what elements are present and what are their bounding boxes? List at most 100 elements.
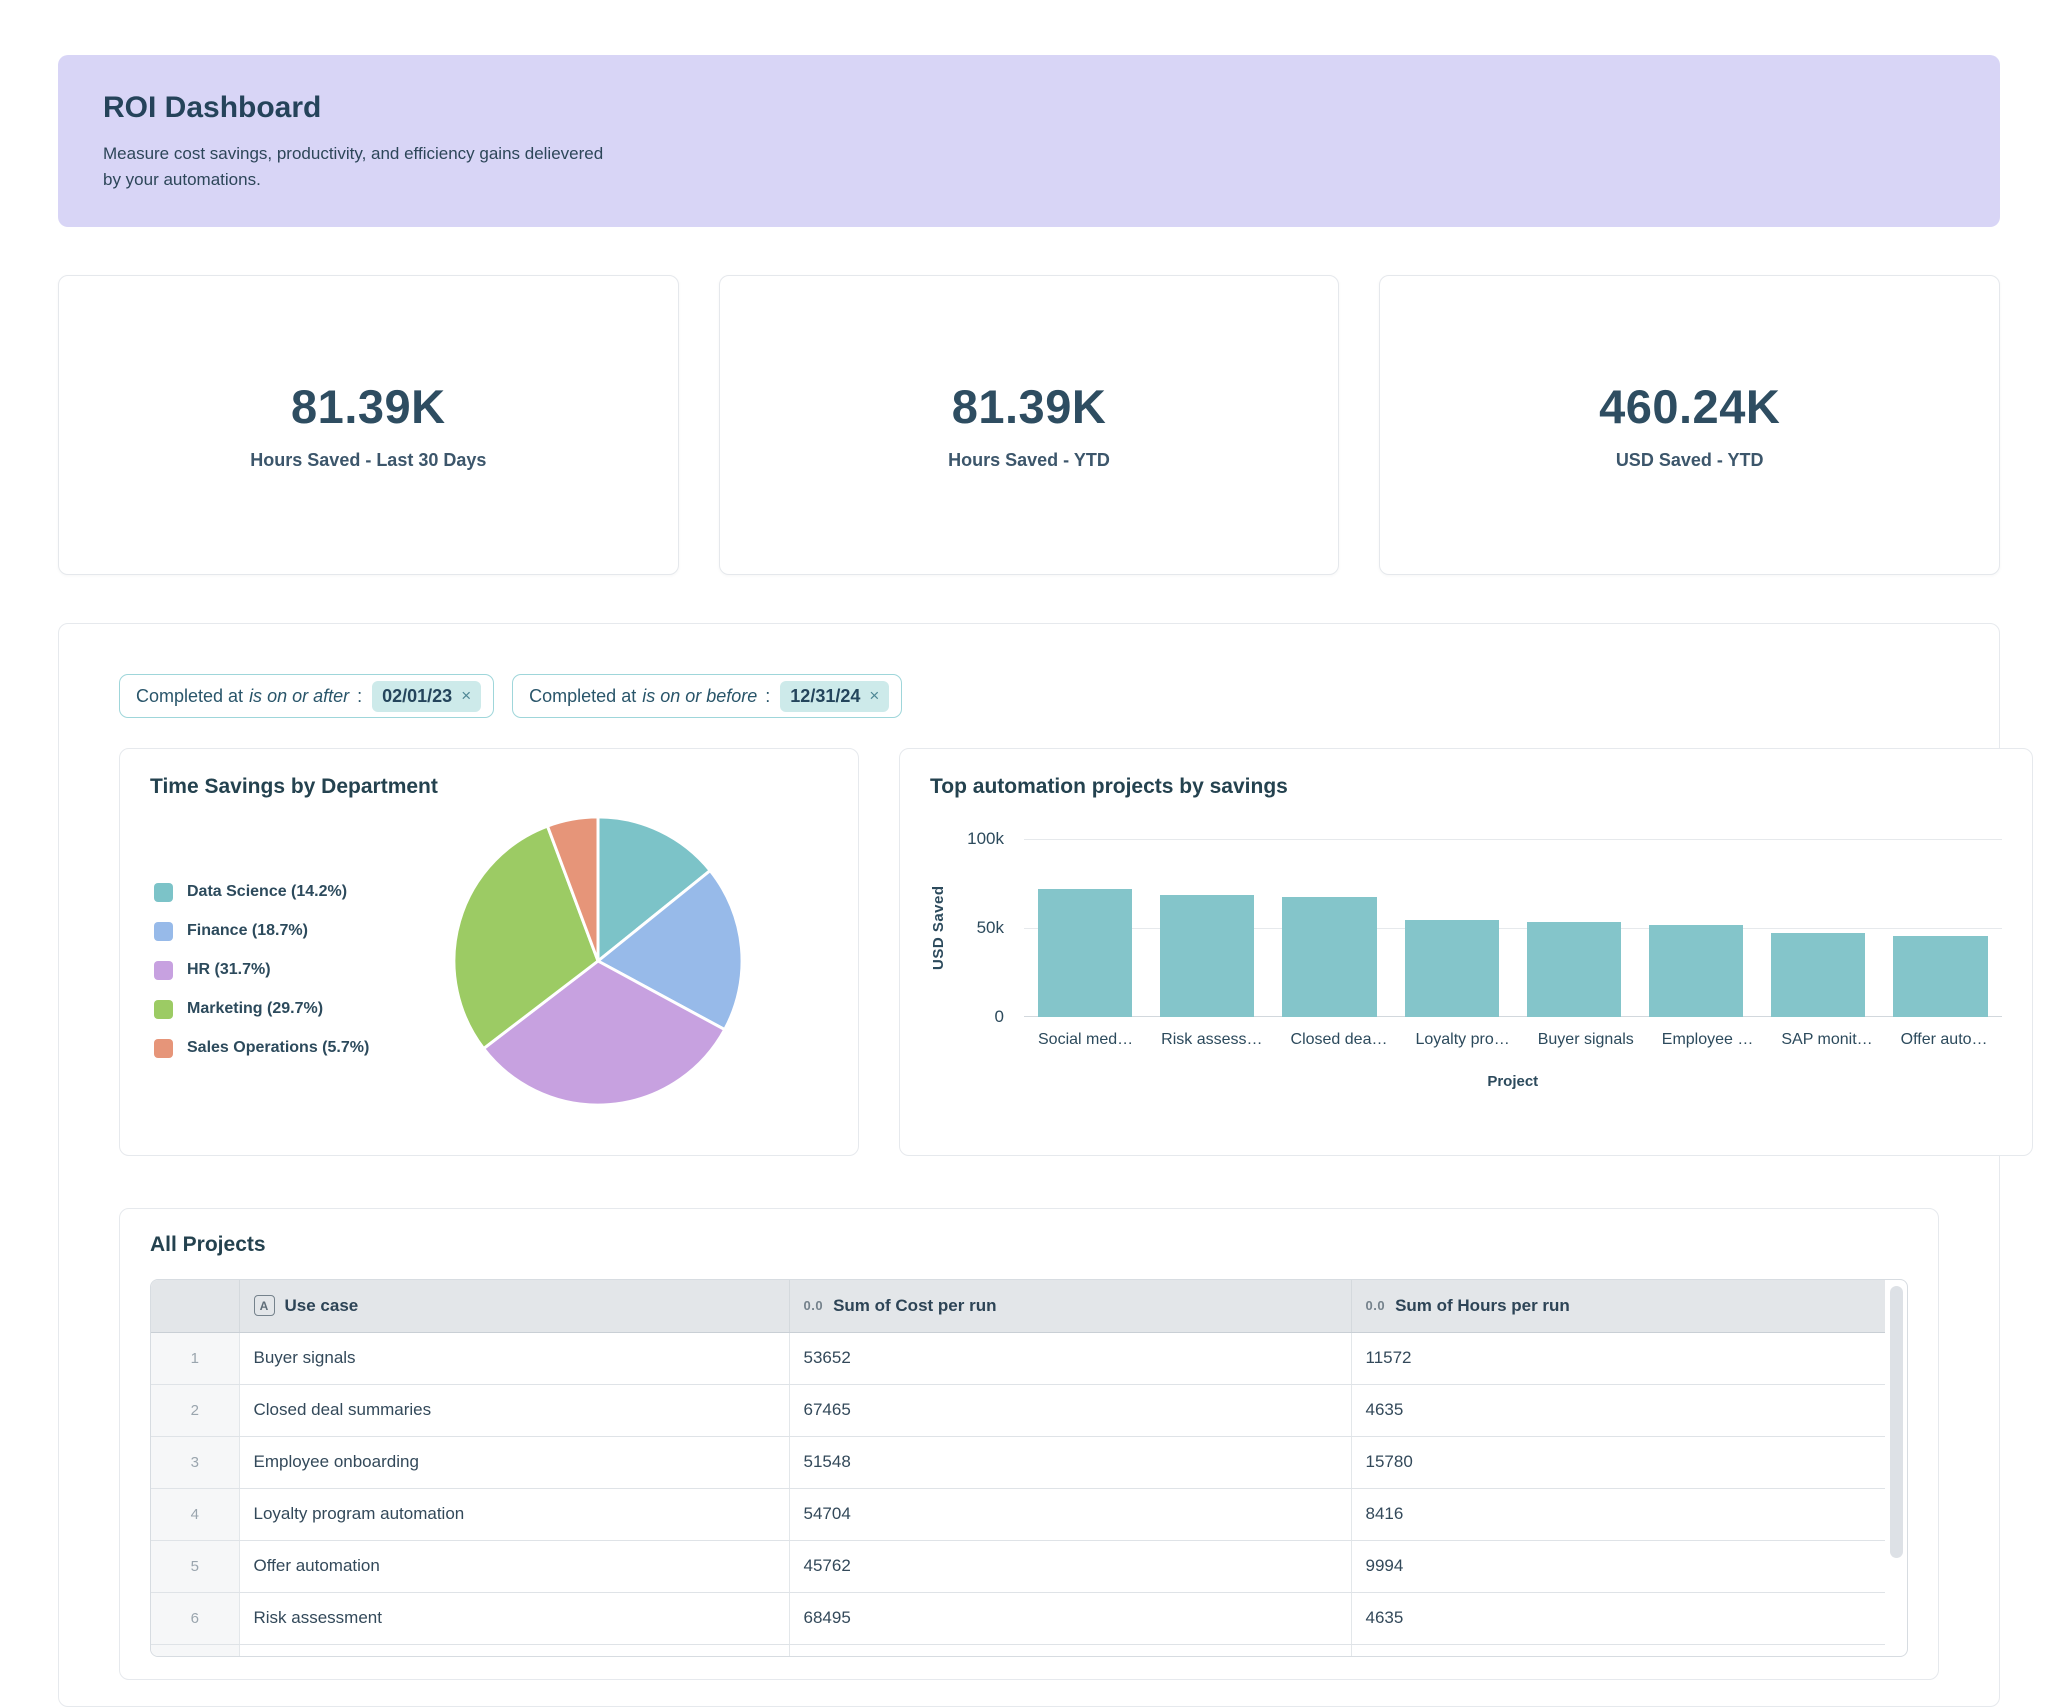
filter-chip-completed-after[interactable]: Completed at is on or after : 02/01/23 ×: [119, 674, 495, 718]
bar-slot: [1893, 935, 1988, 1017]
bar-plot-area: [1024, 839, 2002, 1017]
bar: [1526, 921, 1621, 1017]
close-icon[interactable]: ×: [461, 686, 472, 705]
y-tick-label: 100k: [967, 829, 1004, 848]
kpi-label: Hours Saved - Last 30 Days: [250, 450, 487, 470]
kpi-row: 81.39K Hours Saved - Last 30 Days 81.39K…: [58, 275, 2001, 575]
legend-item: Marketing (29.7%): [154, 999, 450, 1019]
pie-slice: [596, 815, 712, 963]
row-number: 3: [151, 1436, 239, 1489]
table-row: 5 Offer automation 45762 9994: [151, 1540, 1885, 1593]
bars: [1024, 839, 2002, 1017]
pie-slice: [482, 959, 727, 1107]
bar-slot: [1282, 896, 1377, 1017]
row-number: 2: [151, 1384, 239, 1437]
table-scrollbar-thumb[interactable]: [1890, 1286, 1903, 1558]
bar: [1771, 933, 1866, 1017]
table-row: 3 Employee onboarding 51548 15780: [151, 1436, 1885, 1489]
bar: [1648, 925, 1744, 1017]
pie-slice: [452, 824, 600, 1051]
empty-cell: [238, 1644, 789, 1656]
legend-swatch: [154, 999, 173, 1019]
table-row: 4 Loyalty program automation 54704 8416: [151, 1488, 1885, 1541]
table-row: 6 Risk assessment 68495 4635: [151, 1592, 1885, 1645]
text-field-icon: A: [253, 1295, 275, 1317]
bar-slot: [1648, 925, 1744, 1017]
pie-graphic: [450, 813, 746, 1109]
cell-hours: 15780: [1350, 1436, 1885, 1489]
column-header-use-case[interactable]: A Use case: [238, 1280, 789, 1333]
cell-hours: 11572: [1350, 1332, 1885, 1385]
cell-hours: 8416: [1350, 1488, 1885, 1541]
legend-swatch: [154, 1038, 173, 1058]
close-icon[interactable]: ×: [869, 686, 880, 705]
cell-use-case: Offer automation: [238, 1540, 789, 1593]
legend-swatch: [154, 882, 173, 902]
bar: [1038, 888, 1133, 1017]
legend-label: HR (31.7%): [187, 961, 271, 978]
pie-slice: [596, 869, 744, 1032]
row-number: 6: [151, 1592, 239, 1645]
cell-cost: 68495: [788, 1592, 1351, 1645]
legend-label: Marketing (29.7%): [187, 1000, 324, 1017]
legend-label: Finance (18.7%): [187, 922, 308, 939]
legend-item: Sales Operations (5.7%): [154, 1038, 450, 1058]
bar: [1160, 895, 1255, 1017]
filter-value-badge: 02/01/23 ×: [372, 680, 482, 712]
cell-use-case: Loyalty program automation: [238, 1488, 789, 1541]
cell-hours: 9994: [1350, 1540, 1885, 1593]
cell-cost: 67465: [788, 1384, 1351, 1437]
legend-item: Data Science (14.2%): [154, 882, 450, 902]
filter-value: 02/01/23: [382, 685, 453, 706]
page-subtitle: Measure cost savings, productivity, and …: [103, 144, 604, 190]
row-number: 1: [151, 1332, 239, 1385]
x-tick-label: Risk assess…: [1161, 1031, 1263, 1048]
column-header-cost[interactable]: 0.0 Sum of Cost per run: [788, 1280, 1351, 1333]
kpi-label: Hours Saved - YTD: [948, 450, 1110, 470]
kpi-value: 81.39K: [951, 380, 1107, 433]
bar-slot: [1404, 919, 1499, 1017]
number-field-icon: 0.0: [803, 1298, 824, 1314]
row-number: 4: [151, 1488, 239, 1541]
cell-cost: 53652: [788, 1332, 1351, 1385]
x-tick-label: Offer auto…: [1900, 1031, 1988, 1048]
cell-hours: 4635: [1350, 1384, 1885, 1437]
projects-table: A Use case 0.0 Sum of Cost per run 0.0 Sum …: [150, 1279, 1908, 1657]
filter-chip-completed-before[interactable]: Completed at is on or before : 12/31/24 …: [512, 674, 903, 718]
legend-swatch: [154, 960, 173, 980]
filter-operator: is on or after: [249, 685, 350, 706]
empty-cell: [151, 1644, 239, 1656]
filter-colon: :: [357, 685, 363, 706]
bar: [1893, 935, 1988, 1017]
column-header-hours[interactable]: 0.0 Sum of Hours per run: [1350, 1280, 1885, 1333]
bar-slot: [1160, 895, 1255, 1017]
kpi-card-usd-ytd: 460.24K USD Saved - YTD: [1379, 275, 2001, 575]
y-tick-label: 50k: [976, 918, 1004, 937]
cell-use-case: Buyer signals: [238, 1332, 789, 1385]
table-row: 2 Closed deal summaries 67465 4635: [151, 1384, 1885, 1437]
cell-cost: 54704: [788, 1488, 1351, 1541]
x-tick-label: Social med…: [1038, 1031, 1134, 1048]
row-number: 5: [151, 1540, 239, 1593]
cell-use-case: Employee onboarding: [238, 1436, 789, 1489]
kpi-card-hours-ytd: 81.39K Hours Saved - YTD: [718, 275, 1340, 575]
pie-chart-card: Time Savings by Department Data Science …: [119, 748, 859, 1156]
dashboard-body: Completed at is on or after : 02/01/23 ×…: [58, 623, 2033, 1707]
gridline-100k: [1024, 839, 2002, 840]
legend-label: Data Science (14.2%): [187, 883, 348, 900]
bar-slot: [1771, 933, 1866, 1017]
gridline-50k: [1024, 928, 2002, 929]
y-axis-title: USD Saved: [930, 885, 947, 971]
bar-chart: USD Saved 100k 50k 0: [930, 829, 2002, 1026]
filter-value: 12/31/24: [790, 685, 861, 706]
x-tick-label: SAP monit…: [1781, 1031, 1873, 1048]
y-axis-ticks: 100k 50k 0: [958, 829, 1014, 1026]
pie-chart: Data Science (14.2%) Finance (18.7%) HR (3…: [150, 805, 828, 1109]
x-tick-label: Loyalty pro…: [1415, 1031, 1510, 1048]
cell-hours: 4635: [1350, 1592, 1885, 1645]
filter-colon: :: [765, 685, 771, 706]
table-row: 1 Buyer signals 53652 11572: [151, 1332, 1885, 1385]
page-title: ROI Dashboard: [103, 91, 322, 124]
table-row-partial: [151, 1644, 1885, 1656]
